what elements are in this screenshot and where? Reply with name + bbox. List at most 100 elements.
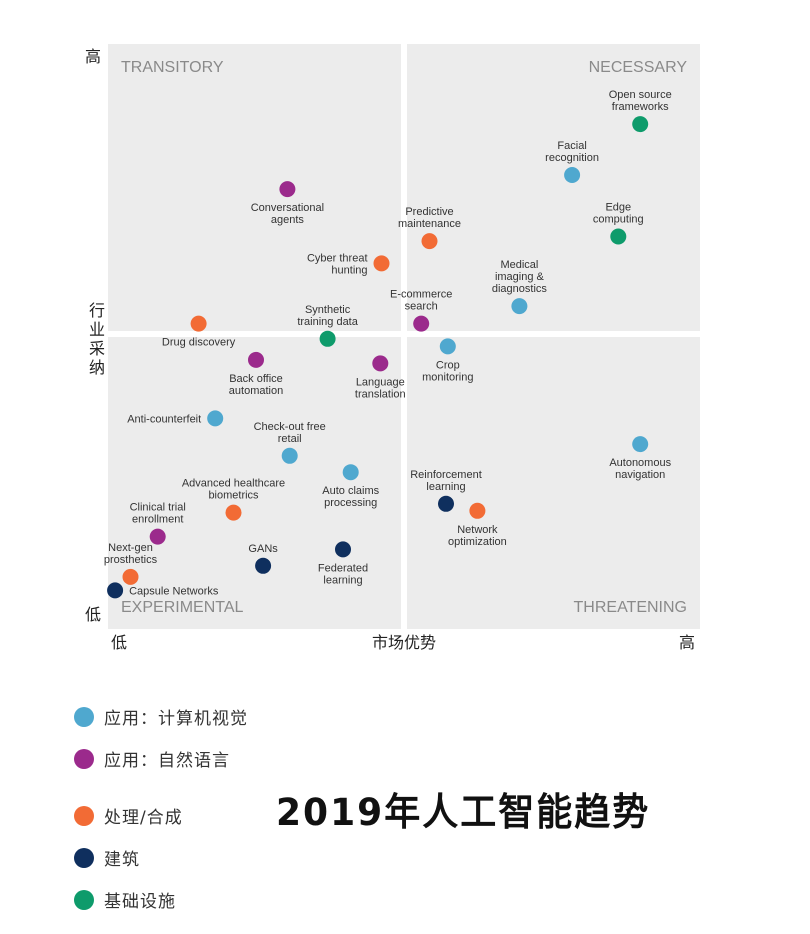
data-point-nlp: [248, 351, 264, 368]
data-point-label: Autonomous: [609, 457, 671, 469]
data-point-cv: [564, 167, 581, 183]
data-point-arch: [107, 582, 124, 599]
data-point-label: training data: [297, 316, 358, 328]
legend-swatch-infra: [74, 889, 94, 910]
data-point-label: imaging &: [495, 271, 545, 283]
quadrant-label-top-left: TRANSITORY: [121, 59, 224, 76]
legend-item: 基础设施: [74, 887, 176, 912]
data-point-label: recognition: [545, 152, 599, 164]
data-point-label: retail: [278, 433, 302, 445]
legend-label: 建筑: [104, 850, 140, 870]
quadrant-label-bottom-right: THREATENING: [574, 599, 687, 616]
data-point-nlp: [413, 315, 430, 332]
data-point-label: Drug discovery: [162, 337, 236, 349]
data-point-label: Crop: [436, 359, 460, 371]
data-point-label: learning: [426, 481, 465, 493]
data-point-label: agents: [271, 214, 305, 226]
data-point-label: Synthetic: [305, 304, 351, 316]
data-point-label: enrollment: [132, 514, 183, 526]
legend-swatch-arch: [74, 847, 94, 868]
data-point-label: computing: [593, 214, 644, 226]
data-point-label: Medical: [500, 259, 538, 271]
data-point-nlp: [149, 528, 166, 545]
data-point-arch: [438, 495, 454, 512]
legend-item: 应用：计算机视觉: [74, 704, 248, 729]
chart-title: 2019年人工智能趋势: [276, 791, 651, 835]
data-point-label: Reinforcement: [410, 469, 482, 481]
data-point-label: automation: [229, 385, 283, 397]
quadrant-divider-horizontal: [108, 331, 700, 337]
data-point-proc: [469, 502, 486, 519]
data-point-label: frameworks: [612, 101, 669, 113]
legend-label: 应用：计算机视觉: [104, 709, 248, 729]
data-point-label: Capsule Networks: [129, 585, 219, 597]
legend-label: 基础设施: [104, 892, 176, 912]
data-point-nlp: [372, 355, 389, 372]
data-point-label: Open source: [609, 89, 672, 101]
data-point-proc: [373, 255, 390, 272]
data-point-proc: [122, 568, 139, 585]
quadrant-label-bottom-left: EXPERIMENTAL: [121, 599, 244, 616]
data-point-label: Clinical trial: [130, 502, 186, 514]
data-point-label: Advanced healthcare: [182, 478, 285, 490]
data-point-nlp: [279, 181, 296, 198]
legend-swatch-nlp: [74, 748, 94, 769]
legend-label: 应用：自然语言: [104, 751, 230, 771]
y-axis-low-label: 低: [85, 605, 101, 624]
quadrant-label-top-right: NECESSARY: [589, 59, 688, 76]
data-point-label: maintenance: [398, 218, 461, 230]
data-point-label: Anti-counterfeit: [127, 413, 201, 425]
x-axis-label: 市场优势: [372, 633, 436, 652]
data-point-infra: [319, 330, 336, 347]
data-point-label: Network: [457, 524, 498, 536]
data-point-proc: [225, 504, 242, 521]
data-point-label: diagnostics: [492, 283, 548, 295]
legend-label: 处理/合成: [104, 808, 183, 828]
data-point-label: prosthetics: [104, 554, 158, 566]
data-point-label: Predictive: [405, 206, 453, 218]
data-point-infra: [610, 228, 627, 245]
data-point-arch: [255, 557, 272, 574]
data-point-label: Cyber threat: [307, 252, 368, 264]
data-point-label: learning: [323, 574, 362, 586]
data-point-label: biometrics: [208, 490, 259, 502]
chart-svg: TRANSITORY NECESSARY EXPERIMENTAL THREAT…: [85, 44, 700, 652]
data-point-label: Back office: [229, 373, 283, 385]
data-point-label: Facial: [557, 140, 586, 152]
data-point-proc: [421, 233, 438, 250]
y-axis-label-char: 采: [89, 339, 105, 358]
y-axis-label-char: 业: [89, 320, 105, 339]
y-axis-label-char: 纳: [89, 358, 105, 377]
data-point-cv: [439, 338, 456, 355]
data-point-label: Federated: [318, 562, 368, 574]
data-point-label: Language: [356, 376, 405, 388]
y-axis-label-char: 行: [89, 301, 105, 320]
y-axis-high-label: 高: [85, 47, 101, 66]
legend-item: 建筑: [74, 845, 140, 870]
data-point-label: translation: [355, 388, 406, 400]
data-point-cv: [511, 298, 528, 315]
data-point-cv: [632, 436, 649, 453]
data-point-infra: [632, 116, 649, 133]
x-axis-low-label: 低: [111, 633, 127, 652]
data-point-cv: [207, 410, 224, 427]
data-point-label: navigation: [615, 469, 665, 481]
legend-swatch-cv: [74, 706, 94, 727]
legend-item: 处理/合成: [74, 803, 183, 828]
data-point-label: processing: [324, 497, 377, 509]
data-point-label: E-commerce: [390, 289, 452, 301]
data-point-label: search: [405, 301, 438, 313]
legend-item: 应用：自然语言: [74, 746, 230, 771]
data-point-label: Next-gen: [108, 542, 153, 554]
data-point-label: Edge: [605, 202, 631, 214]
data-point-label: optimization: [448, 536, 507, 548]
data-point-label: Auto claims: [322, 485, 379, 497]
data-point-label: Conversational: [251, 202, 324, 214]
data-point-arch: [335, 541, 351, 558]
data-point-label: hunting: [331, 264, 367, 276]
data-point-cv: [281, 447, 298, 464]
data-point-label: Check-out free: [254, 421, 326, 433]
data-point-label: GANs: [248, 543, 278, 555]
x-axis-high-label: 高: [679, 633, 695, 652]
